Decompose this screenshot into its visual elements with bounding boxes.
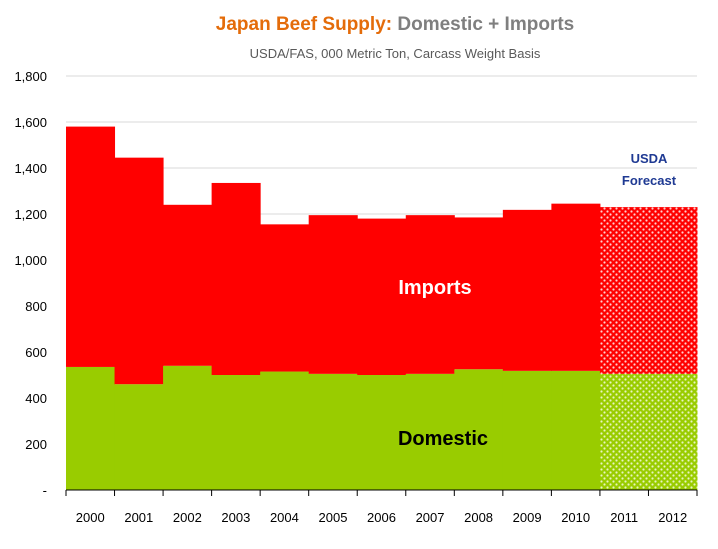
x-tick-label: 2007 <box>416 510 445 525</box>
domestic-bar-2008 <box>454 369 504 490</box>
domestic-bar-2010 <box>551 370 601 490</box>
title-rest: Domestic + Imports <box>392 14 575 35</box>
domestic-series-label: Domestic <box>398 428 488 450</box>
x-tick-label: 2010 <box>561 510 590 525</box>
domestic-bar-2005 <box>308 373 358 490</box>
y-tick-label: 800 <box>25 299 47 314</box>
x-tick-label: 2009 <box>513 510 542 525</box>
domestic-bar-2003 <box>211 375 261 490</box>
domestic-bar-2009 <box>502 370 552 490</box>
y-tick-label: 400 <box>25 391 47 406</box>
tick-labels: - 200 400 600 800 1,000 1,200 1,400 1,600 1,800 20… <box>14 69 687 525</box>
domestic-bar-2002 <box>163 365 213 490</box>
title-colon: : <box>385 14 393 35</box>
y-tick-label: 600 <box>25 345 47 360</box>
y-tick-label: 1,000 <box>14 253 47 268</box>
axes <box>65 489 698 496</box>
imports-bar-2009 <box>502 209 552 371</box>
domestic-bar-2007 <box>405 373 455 490</box>
x-tick-label: 2005 <box>319 510 348 525</box>
imports-bar-2006 <box>357 218 407 375</box>
y-tick-label: 200 <box>25 437 47 452</box>
imports-bar-2012 <box>648 207 698 374</box>
domestic-bar-2006 <box>357 375 407 490</box>
domestic-bar-2012 <box>648 373 698 490</box>
imports-bar-2003 <box>211 182 261 375</box>
imports-bar-2004 <box>260 224 310 372</box>
title-highlight: Japan Beef Supply <box>215 14 386 35</box>
y-tick-label: 1,600 <box>14 115 47 130</box>
chart-title: Japan Beef Supply: Domestic + Imports <box>0 14 718 36</box>
imports-bar-2008 <box>454 217 504 370</box>
x-tick-label: 2004 <box>270 510 299 525</box>
chart-subtitle: USDA/FAS, 000 Metric Ton, Carcass Weight… <box>249 46 541 61</box>
x-tick-label: 2008 <box>464 510 493 525</box>
domestic-bar-2011 <box>599 373 649 490</box>
x-tick-label: 2000 <box>76 510 105 525</box>
bars <box>66 126 698 490</box>
domestic-bar-2004 <box>260 371 310 490</box>
y-tick-label: 1,400 <box>14 161 47 176</box>
forecast-label-line2: Forecast <box>622 173 677 188</box>
x-tick-label: 2001 <box>124 510 153 525</box>
x-tick-label: 2002 <box>173 510 202 525</box>
imports-bar-2001 <box>114 157 164 385</box>
x-tick-label: 2003 <box>221 510 250 525</box>
imports-bar-2005 <box>308 215 358 374</box>
y-tick-label: - <box>43 483 47 498</box>
x-tick-label: 2012 <box>658 510 687 525</box>
domestic-bar-2000 <box>66 366 116 490</box>
y-tick-label: 1,200 <box>14 207 47 222</box>
x-tick-label: 2006 <box>367 510 396 525</box>
y-tick-label: 1,800 <box>14 69 47 84</box>
imports-bar-2011 <box>599 207 649 374</box>
imports-bar-2010 <box>551 203 601 371</box>
imports-bar-2007 <box>405 215 455 374</box>
x-tick-label: 2011 <box>610 510 638 525</box>
domestic-bar-2001 <box>114 384 164 490</box>
forecast-label-line1: USDA <box>631 151 668 166</box>
imports-bar-2002 <box>163 204 213 366</box>
imports-bar-2000 <box>66 126 116 367</box>
imports-series-label: Imports <box>398 277 471 299</box>
